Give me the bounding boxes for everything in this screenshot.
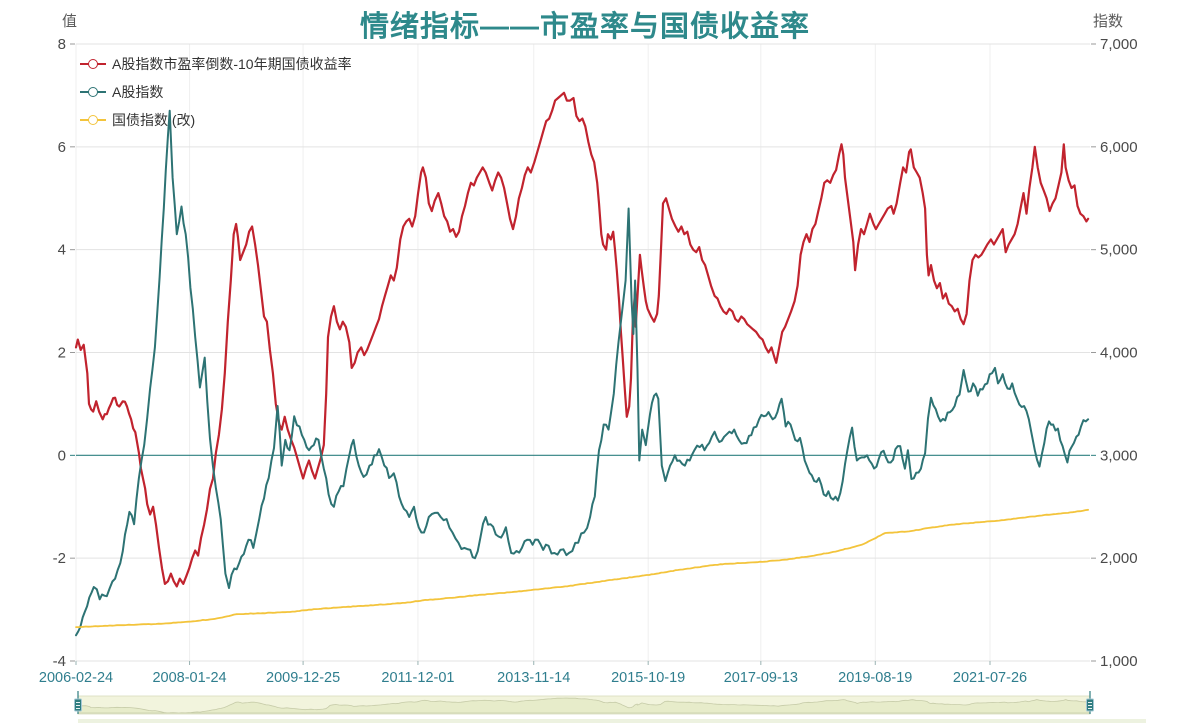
legend-label: A股指数 bbox=[112, 84, 164, 100]
y-right-tick-label: 1,000 bbox=[1100, 653, 1138, 670]
datazoom-data-shadow bbox=[77, 697, 1091, 714]
y-right-tick-label: 7,000 bbox=[1100, 36, 1138, 53]
line-series-marker-icon bbox=[80, 86, 106, 98]
axis-ticks-and-labels: 8 7,000 6 6,000 4 5,000 2 4,000 0 3,000 -2 2,000 -4 1… bbox=[39, 36, 1138, 686]
y-left-tick-label: 8 bbox=[58, 36, 66, 53]
line-series-marker-icon bbox=[80, 114, 106, 126]
legend-item-bond-index[interactable]: 国债指数 (改) bbox=[80, 106, 352, 134]
y-left-tick-label: -2 bbox=[53, 550, 66, 567]
x-axis-tick-label: 2009-12-25 bbox=[266, 670, 340, 686]
legend: A股指数市盈率倒数-10年期国债收益率 A股指数 国债指数 (改) bbox=[80, 50, 352, 134]
bottom-strip bbox=[78, 719, 1146, 723]
series-lines bbox=[74, 91, 1090, 637]
legend-label: 国债指数 (改) bbox=[112, 112, 196, 128]
x-axis-tick-label: 2017-09-13 bbox=[724, 670, 798, 686]
y-left-tick-label: 2 bbox=[58, 345, 66, 362]
y-right-tick-label: 3,000 bbox=[1100, 447, 1138, 464]
datazoom-left-handle[interactable] bbox=[74, 691, 82, 714]
x-axis-tick-label: 2006-02-24 bbox=[39, 670, 113, 686]
y-left-tick-label: -4 bbox=[53, 653, 66, 670]
y-left-tick-label: 0 bbox=[58, 447, 66, 464]
datazoom-right-handle[interactable] bbox=[1086, 691, 1094, 714]
left-axis-name: 值 bbox=[62, 13, 78, 30]
legend-item-pe-yield-spread[interactable]: A股指数市盈率倒数-10年期国债收益率 bbox=[80, 50, 352, 78]
y-left-tick-label: 6 bbox=[58, 139, 66, 156]
series-line-bond-index bbox=[75, 508, 1089, 628]
line-series-marker-icon bbox=[80, 58, 106, 70]
series-line-pe-yield-spread bbox=[74, 91, 1090, 588]
x-axis-tick-label: 2011-12-01 bbox=[381, 670, 454, 686]
x-axis-tick-label: 2019-08-19 bbox=[838, 670, 912, 686]
y-right-tick-label: 4,000 bbox=[1100, 345, 1138, 362]
y-right-tick-label: 2,000 bbox=[1100, 550, 1138, 567]
series-line-a-share-index bbox=[75, 109, 1090, 637]
y-right-tick-label: 6,000 bbox=[1100, 139, 1138, 156]
y-left-tick-label: 4 bbox=[58, 242, 66, 259]
right-axis-name: 指数 bbox=[1093, 13, 1124, 30]
legend-item-a-share-index[interactable]: A股指数 bbox=[80, 78, 352, 106]
chart-title: 情绪指标——市盈率与国债收益率 bbox=[359, 11, 810, 43]
y-right-tick-label: 5,000 bbox=[1100, 242, 1138, 259]
legend-label: A股指数市盈率倒数-10年期国债收益率 bbox=[112, 56, 352, 72]
horizontal-gridlines bbox=[76, 43, 1090, 662]
x-axis-tick-label: 2013-11-14 bbox=[497, 670, 570, 686]
x-axis-tick-label: 2021-07-26 bbox=[953, 670, 1027, 686]
x-axis-tick-label: 2015-10-19 bbox=[611, 670, 685, 686]
datazoom-slider[interactable] bbox=[74, 691, 1094, 715]
x-axis-tick-label: 2008-01-24 bbox=[152, 670, 226, 686]
